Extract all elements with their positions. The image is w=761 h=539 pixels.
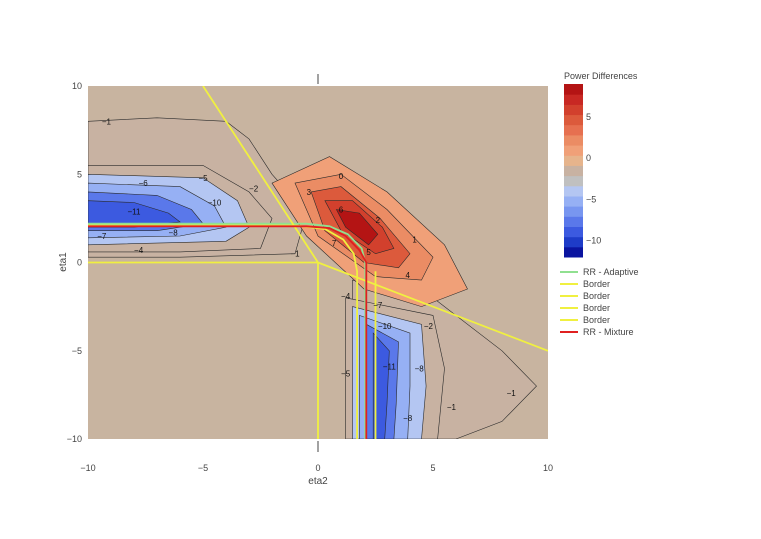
y-tick-label-1: −10 bbox=[67, 434, 82, 444]
colorbar-swatch-12 bbox=[564, 134, 583, 146]
y-axis-title: eta1 bbox=[58, 252, 69, 272]
x-tick-label-5: 10 bbox=[543, 463, 553, 473]
x-tick-label-4: 5 bbox=[430, 463, 435, 473]
contour-band-2-6 bbox=[372, 332, 390, 439]
colorbar-tick-4: −10 bbox=[586, 236, 601, 246]
y-tick-label-3: 0 bbox=[77, 258, 82, 268]
colorbar-title: Power Differences bbox=[564, 71, 638, 81]
colorbar-swatch-2 bbox=[564, 236, 583, 248]
colorbar-swatch-4 bbox=[564, 216, 583, 227]
contour-label-21: −10 bbox=[378, 322, 392, 331]
contour-label-9: −4 bbox=[134, 246, 144, 255]
colorbar-swatch-3 bbox=[564, 226, 583, 238]
colorbar-tick-2: 0 bbox=[586, 153, 591, 163]
contour-label-28: −1 bbox=[507, 389, 517, 398]
contour-label-6: −11 bbox=[128, 207, 142, 216]
series-line-4 bbox=[202, 86, 319, 263]
contour-label-2: −6 bbox=[139, 179, 149, 188]
contour-label-18: 4 bbox=[405, 271, 410, 280]
contour-label-22: −2 bbox=[424, 322, 434, 331]
contour-band-1-6 bbox=[88, 200, 181, 228]
contour-label-10: −1 bbox=[290, 250, 300, 259]
contour-band-3-5 bbox=[335, 209, 379, 246]
contour-label-20: −7 bbox=[373, 301, 383, 310]
colorbar-swatch-1 bbox=[564, 246, 583, 258]
colorbar: 5 0 −5 −10 bbox=[564, 84, 601, 258]
colorbar-tick-1: 5 bbox=[586, 112, 591, 122]
legend-label-2: Border bbox=[583, 279, 610, 289]
contour-label-26: −8 bbox=[403, 414, 413, 423]
series-line-5 bbox=[317, 261, 548, 352]
series-lines bbox=[88, 86, 548, 439]
series-line-6 bbox=[88, 225, 368, 439]
x-tick-label-3: 0 bbox=[315, 463, 320, 473]
legend-label-3: Border bbox=[583, 291, 610, 301]
colorbar-swatch-14 bbox=[564, 114, 583, 126]
x-tick-label-1: −10 bbox=[80, 463, 95, 473]
colorbar-swatch-17 bbox=[564, 84, 583, 95]
contour-label-15: 1 bbox=[412, 236, 417, 245]
colorbar-tick-3: −5 bbox=[586, 194, 596, 204]
series-line-1 bbox=[88, 222, 367, 439]
colorbar-swatch-15 bbox=[564, 104, 583, 116]
contour-label-27: −1 bbox=[447, 403, 457, 412]
contour-label-19: −4 bbox=[341, 292, 351, 301]
x-axis-title: eta2 bbox=[308, 476, 328, 487]
colorbar-swatch-8 bbox=[564, 175, 583, 187]
contour-label-17: 5 bbox=[366, 248, 371, 257]
contour-label-24: −11 bbox=[383, 363, 397, 372]
legend-label-4: Border bbox=[583, 303, 610, 313]
contour-layer bbox=[88, 117, 537, 439]
contour-label-1: −1 bbox=[102, 117, 112, 126]
colorbar-swatch-16 bbox=[564, 94, 583, 105]
contour-label-13: 6 bbox=[339, 206, 344, 215]
contour-label-12: 3 bbox=[307, 188, 312, 197]
y-tick-label-2: −5 bbox=[72, 346, 82, 356]
contour-label-11: 0 bbox=[339, 172, 344, 181]
contour-label-7: −8 bbox=[169, 229, 179, 238]
colorbar-swatch-13 bbox=[564, 124, 583, 136]
legend-label-5: Border bbox=[583, 315, 610, 325]
y-tick-label-5: 10 bbox=[72, 81, 82, 91]
x-tick-label-2: −5 bbox=[198, 463, 208, 473]
contour-label-3: −5 bbox=[198, 174, 208, 183]
contour-label-16: 7 bbox=[332, 239, 337, 248]
legend-label-1: RR - Adaptive bbox=[583, 267, 639, 277]
colorbar-swatch-11 bbox=[564, 145, 583, 156]
colorbar-swatch-10 bbox=[564, 155, 583, 166]
legend-label-6: RR - Mixture bbox=[583, 327, 634, 337]
contour-label-4: −2 bbox=[249, 184, 259, 193]
contour-label-8: −7 bbox=[97, 232, 107, 241]
colorbar-swatch-9 bbox=[564, 165, 583, 177]
colorbar-swatch-5 bbox=[564, 206, 583, 217]
contour-label-14: 2 bbox=[376, 216, 381, 225]
legend: RR - Adaptive Border Border Border Border RR … bbox=[560, 267, 639, 337]
y-tick-label-4: 5 bbox=[77, 169, 82, 179]
border-line-extra-1 bbox=[88, 224, 358, 439]
contour-label-25: −8 bbox=[415, 364, 425, 373]
contour-label-23: −5 bbox=[341, 370, 351, 379]
contour-label-5: −10 bbox=[208, 199, 222, 208]
colorbar-swatch-6 bbox=[564, 195, 583, 207]
colorbar-swatch-7 bbox=[564, 185, 583, 197]
